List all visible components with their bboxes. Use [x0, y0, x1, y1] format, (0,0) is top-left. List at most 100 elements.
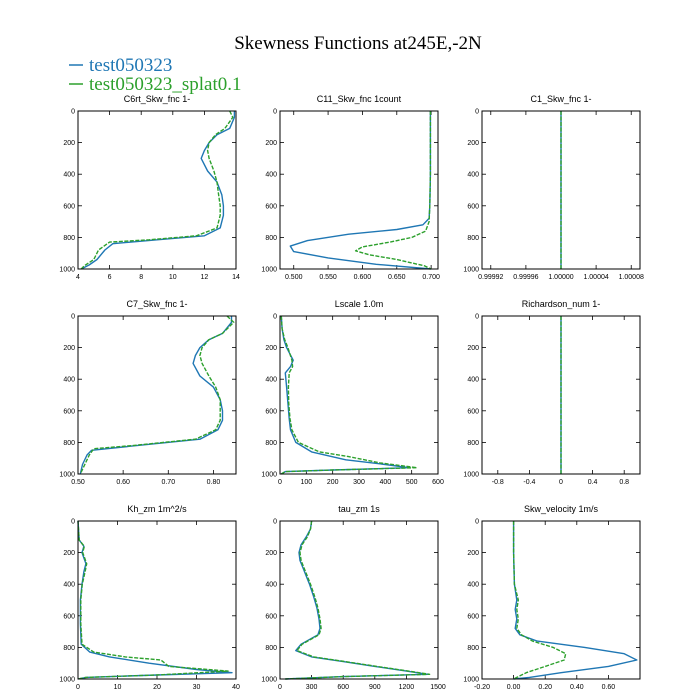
- series-line-1: [512, 521, 567, 680]
- y-tick-label: 400: [265, 582, 277, 589]
- y-tick-label: 600: [63, 613, 75, 620]
- y-tick-label: 800: [63, 645, 75, 652]
- x-tick-label: 1.00000: [548, 274, 573, 281]
- y-tick-label: 800: [265, 440, 277, 447]
- y-tick-label: 1000: [463, 677, 479, 684]
- y-tick-label: 800: [467, 645, 479, 652]
- y-tick-label: 1000: [463, 472, 479, 479]
- x-tick-label: -0.8: [492, 479, 504, 486]
- y-tick-label: 600: [467, 408, 479, 415]
- x-tick-label: 0.8: [619, 479, 629, 486]
- x-tick-label: 0: [559, 479, 563, 486]
- y-tick-label: 600: [467, 613, 479, 620]
- x-tick-label: 14: [232, 274, 240, 281]
- y-tick-label: 400: [467, 377, 479, 384]
- y-tick-label: 0: [273, 314, 277, 321]
- x-tick-label: 1.00004: [583, 274, 608, 281]
- x-tick-label: -0.20: [474, 684, 490, 691]
- x-tick-label: 12: [201, 274, 209, 281]
- x-tick-label: 6: [108, 274, 112, 281]
- y-tick-label: 200: [63, 550, 75, 557]
- panel-title: Kh_zm 1m^2/s: [127, 504, 187, 514]
- y-tick-label: 200: [467, 345, 479, 352]
- series-line-0: [289, 111, 432, 270]
- series-line-1: [285, 520, 431, 680]
- y-tick-label: 200: [467, 140, 479, 147]
- y-tick-label: 400: [265, 172, 277, 179]
- y-tick-label: 200: [467, 550, 479, 557]
- series-line-1: [80, 110, 234, 270]
- x-tick-label: 0: [278, 684, 282, 691]
- y-tick-label: 1000: [59, 472, 75, 479]
- x-tick-label: 0.600: [354, 274, 372, 281]
- plot-frame: [481, 110, 641, 270]
- y-tick-label: 0: [71, 109, 75, 116]
- y-tick-label: 600: [63, 408, 75, 415]
- series-line-0: [77, 520, 233, 680]
- x-tick-label: 0.20: [538, 684, 552, 691]
- series-line-0: [280, 315, 410, 475]
- y-tick-label: 800: [63, 235, 75, 242]
- panel-title: tau_zm 1s: [338, 504, 380, 514]
- panel-title: C6rt_Skw_fnc 1-: [124, 94, 191, 104]
- plot-frame: [481, 315, 641, 475]
- x-tick-label: 1200: [399, 684, 415, 691]
- panel-title: C7_Skw_fnc 1-: [126, 299, 187, 309]
- x-tick-label: 0.650: [388, 274, 406, 281]
- y-tick-label: 1000: [261, 472, 277, 479]
- series-line-0: [512, 521, 638, 680]
- x-tick-label: 10: [114, 684, 122, 691]
- y-tick-label: 0: [475, 314, 479, 321]
- y-tick-label: 1000: [463, 267, 479, 274]
- y-tick-label: 800: [467, 235, 479, 242]
- legend-label-1: test050323_splat0.1: [89, 74, 242, 95]
- y-tick-label: 1000: [59, 677, 75, 684]
- y-tick-label: 600: [467, 203, 479, 210]
- x-tick-label: 8: [139, 274, 143, 281]
- y-tick-label: 200: [265, 345, 277, 352]
- x-tick-label: 10: [169, 274, 177, 281]
- x-tick-label: 0.60: [116, 479, 130, 486]
- x-tick-label: 0.60: [602, 684, 616, 691]
- y-tick-label: 400: [63, 582, 75, 589]
- y-tick-label: 800: [265, 235, 277, 242]
- panel-8: Skw_velocity 1m/s 0 200 400 600 800 1000-0.20 0…: [463, 504, 641, 691]
- x-tick-label: 300: [306, 684, 318, 691]
- plot-frame: [279, 520, 439, 680]
- series-line-0: [285, 520, 429, 680]
- x-tick-label: 0.50: [71, 479, 85, 486]
- y-tick-label: 400: [467, 582, 479, 589]
- panel-1: C11_Skw_fnc 1count 0 200 400 600 800 1000 0.500…: [261, 94, 440, 281]
- y-tick-label: 200: [265, 550, 277, 557]
- y-tick-label: 200: [63, 140, 75, 147]
- x-tick-label: 0: [278, 479, 282, 486]
- series-line-1: [280, 315, 418, 475]
- x-tick-label: 0.99992: [478, 274, 503, 281]
- figure-title: Skewness Functions at245E,-2N: [234, 33, 482, 54]
- y-tick-label: 800: [265, 645, 277, 652]
- panel-title: Richardson_num 1-: [522, 299, 601, 309]
- x-tick-label: 0.99996: [513, 274, 538, 281]
- y-tick-label: 0: [475, 519, 479, 526]
- x-tick-label: 200: [327, 479, 339, 486]
- plot-frame: [279, 315, 439, 475]
- y-tick-label: 400: [63, 377, 75, 384]
- panel-title: C11_Skw_fnc 1count: [317, 94, 402, 104]
- plot-frame: [77, 520, 237, 680]
- x-tick-label: 0.70: [161, 479, 175, 486]
- y-tick-label: 1000: [59, 267, 75, 274]
- y-tick-label: 0: [273, 109, 277, 116]
- y-tick-label: 1000: [261, 267, 277, 274]
- x-tick-label: 600: [337, 684, 349, 691]
- x-tick-label: 1.00008: [619, 274, 644, 281]
- y-tick-label: 600: [265, 613, 277, 620]
- x-tick-label: 40: [232, 684, 240, 691]
- x-tick-label: 20: [153, 684, 161, 691]
